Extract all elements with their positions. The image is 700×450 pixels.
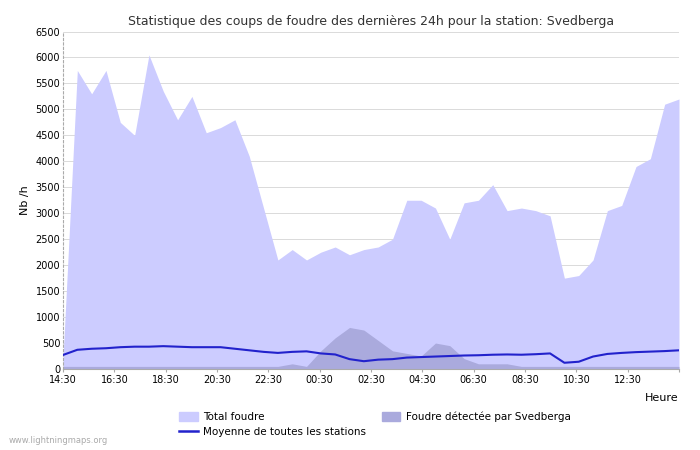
- Text: Heure: Heure: [645, 392, 679, 403]
- Title: Statistique des coups de foudre des dernières 24h pour la station: Svedberga: Statistique des coups de foudre des dern…: [128, 14, 614, 27]
- Text: www.lightningmaps.org: www.lightningmaps.org: [8, 436, 108, 445]
- Legend: Total foudre, Moyenne de toutes les stations, Foudre détectée par Svedberga: Total foudre, Moyenne de toutes les stat…: [179, 411, 570, 437]
- Y-axis label: Nb /h: Nb /h: [20, 185, 30, 215]
